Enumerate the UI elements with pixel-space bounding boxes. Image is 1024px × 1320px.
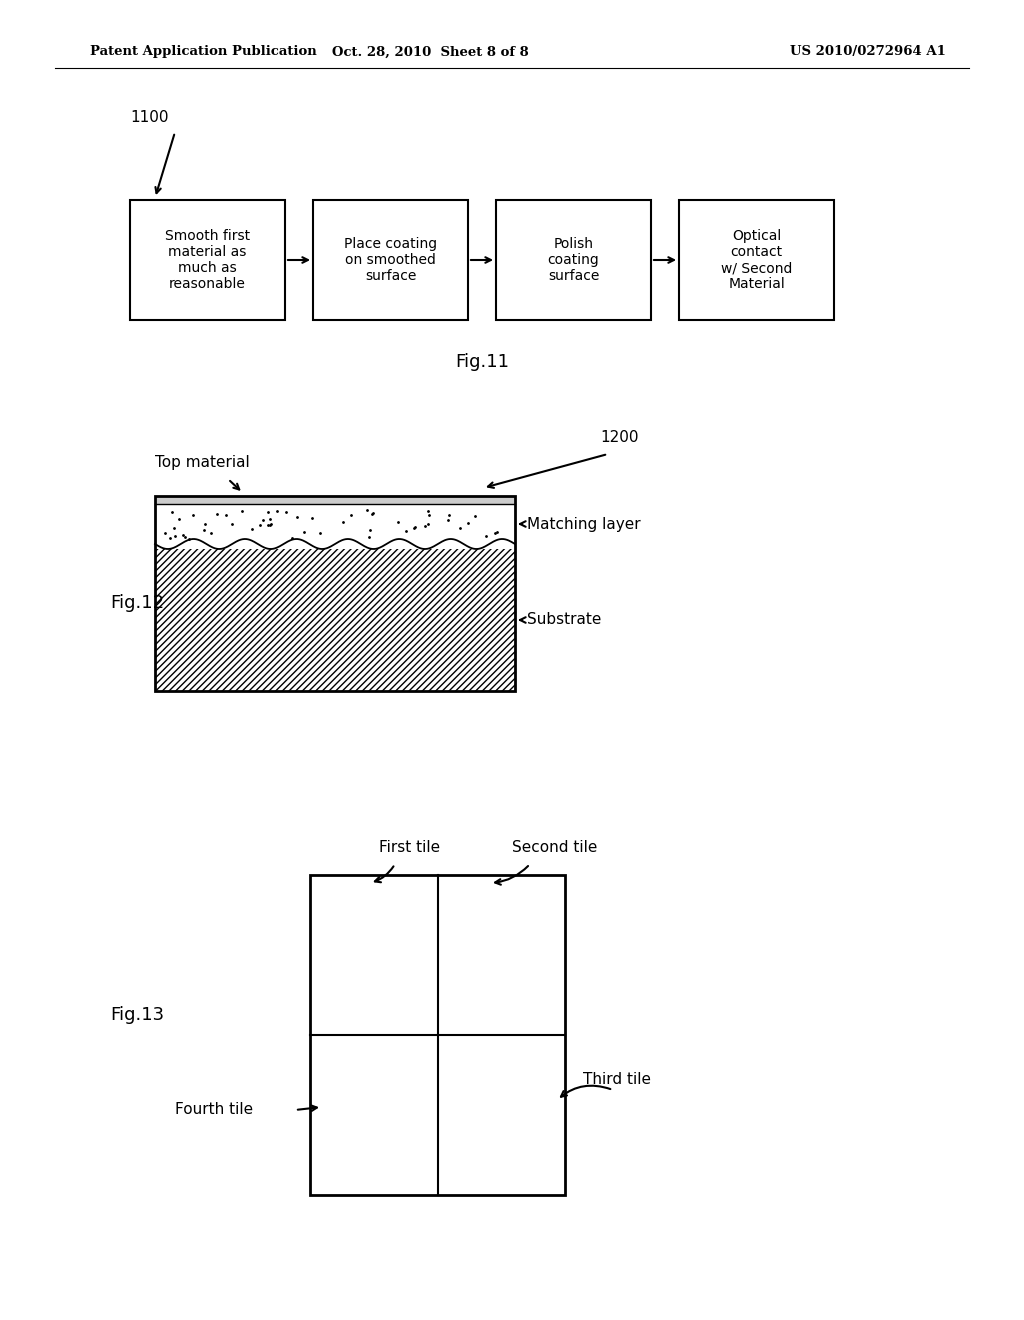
Text: Substrate: Substrate xyxy=(527,612,601,627)
Text: 1100: 1100 xyxy=(130,111,169,125)
Text: Smooth first
material as
much as
reasonable: Smooth first material as much as reasona… xyxy=(165,228,250,292)
Bar xyxy=(310,875,565,1195)
Text: Oct. 28, 2010  Sheet 8 of 8: Oct. 28, 2010 Sheet 8 of 8 xyxy=(332,45,528,58)
Text: Top material: Top material xyxy=(155,454,250,470)
Text: Polish
coating
surface: Polish coating surface xyxy=(548,236,599,284)
Text: US 2010/0272964 A1: US 2010/0272964 A1 xyxy=(790,45,946,58)
Text: First tile: First tile xyxy=(380,841,440,855)
Bar xyxy=(496,201,651,319)
Bar xyxy=(313,201,468,319)
Text: Optical
contact
w/ Second
Material: Optical contact w/ Second Material xyxy=(721,228,793,292)
Text: Matching layer: Matching layer xyxy=(527,516,641,532)
Bar xyxy=(155,496,515,690)
Bar xyxy=(130,201,285,319)
Text: Patent Application Publication: Patent Application Publication xyxy=(90,45,316,58)
Text: Place coating
on smoothed
surface: Place coating on smoothed surface xyxy=(344,236,437,284)
Text: Fig.12: Fig.12 xyxy=(110,594,164,612)
Text: Fourth tile: Fourth tile xyxy=(175,1102,253,1118)
Bar xyxy=(155,549,515,690)
Bar xyxy=(155,496,515,504)
Text: Fig.11: Fig.11 xyxy=(455,352,509,371)
Bar xyxy=(155,496,515,690)
Text: Fig.13: Fig.13 xyxy=(110,1006,164,1024)
Text: 1200: 1200 xyxy=(600,430,639,446)
Text: Second tile: Second tile xyxy=(512,841,598,855)
Text: Third tile: Third tile xyxy=(583,1072,651,1088)
Bar xyxy=(155,504,515,544)
Bar xyxy=(679,201,834,319)
